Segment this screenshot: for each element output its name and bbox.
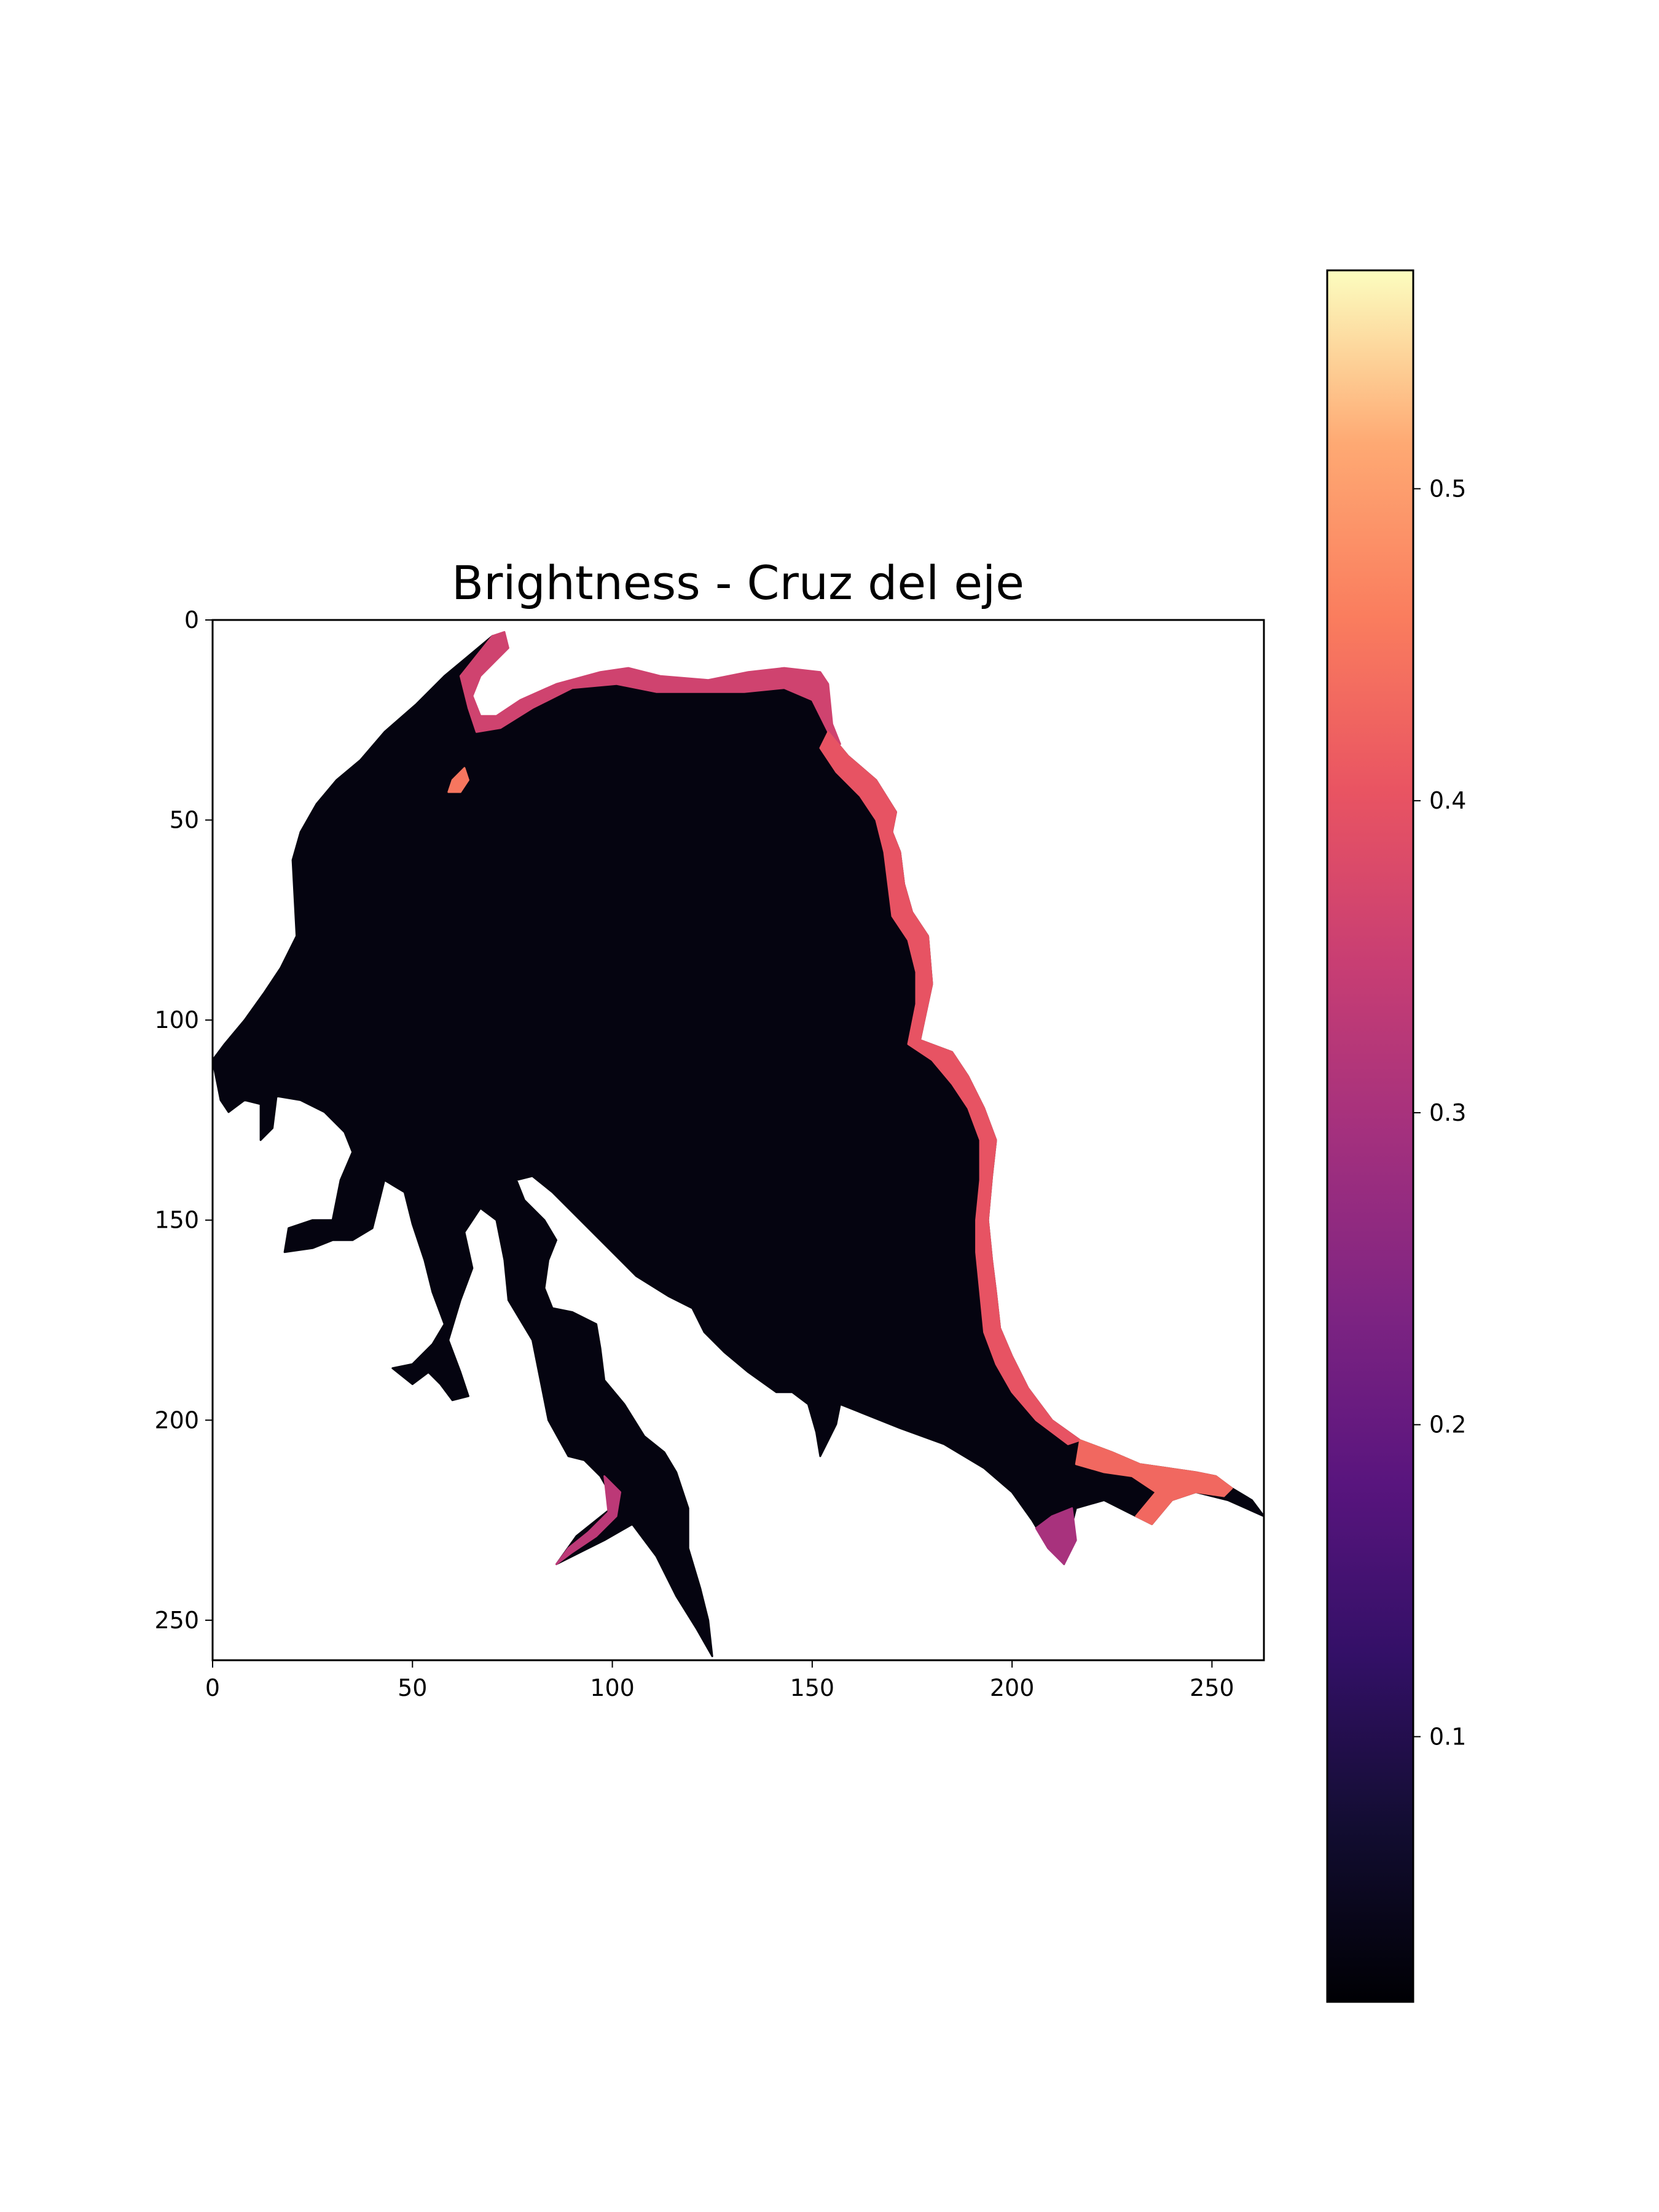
region-shore-highlight-bay [1035,1507,1077,1566]
colorbar-tick-label: 0.1 [1429,1723,1466,1750]
colorbar-tick-label: 0.2 [1429,1411,1466,1438]
plot-area [211,619,1265,1661]
y-tick-label: 250 [154,1607,199,1634]
x-tick-label: 200 [990,1674,1035,1701]
x-tick-label: 250 [1190,1674,1234,1701]
x-tick-label: 150 [790,1674,835,1701]
x-axis: 0 50 100 150 200 250 [205,1660,1234,1701]
colorbar: 0.1 0.2 0.3 0.4 0.5 [1326,269,1466,2003]
y-tick-label: 0 [184,606,199,633]
plot-frame [211,619,1265,1661]
region-shore-highlight-east [819,731,1081,1445]
y-tick-label: 200 [154,1406,199,1433]
y-tick-label: 150 [154,1207,199,1234]
x-tick-label: 0 [205,1674,220,1701]
region-shore-highlight-south-arm [555,1475,622,1566]
x-tick-label: 50 [398,1674,427,1701]
colorbar-tick-label: 0.5 [1429,475,1466,502]
x-tick-label: 100 [590,1674,635,1701]
region-shore-highlight-north [459,631,841,745]
chart-title: Brightness - Cruz del eje [452,555,1024,610]
colorbar-frame [1326,269,1414,2003]
y-tick-label: 50 [170,807,199,834]
colorbar-tick-label: 0.3 [1429,1099,1466,1126]
region-inner-spot [447,767,469,793]
colorbar-gradient [1327,270,1413,2002]
colorbar-tick-label: 0.4 [1429,787,1466,814]
heatmap-regions [213,631,1264,1657]
region-shore-highlight-southeast [1075,1439,1233,1526]
y-tick-label: 100 [154,1006,199,1033]
colorbar-ticks: 0.1 0.2 0.3 0.4 0.5 [1413,475,1466,1750]
y-axis: 0 50 100 150 200 250 [154,606,213,1634]
